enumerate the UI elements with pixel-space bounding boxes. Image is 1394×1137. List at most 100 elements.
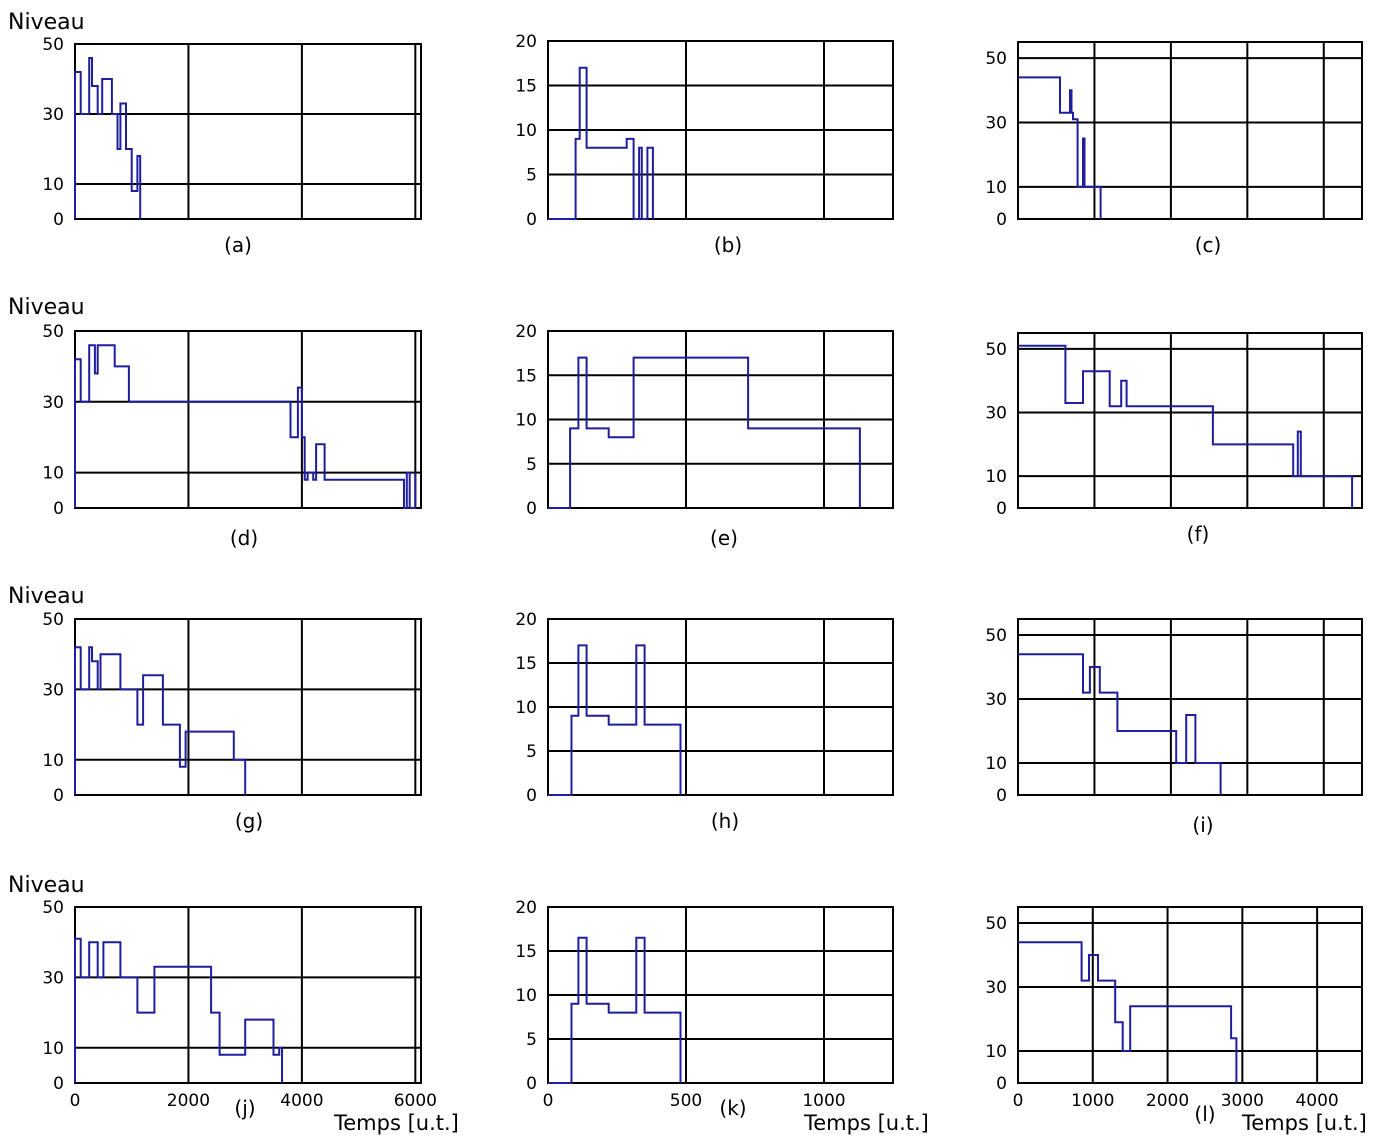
panel-label: (f) [1187, 522, 1210, 546]
y-tick-label: 0 [53, 499, 64, 519]
y-tick-label: 50 [985, 626, 1007, 646]
x-tick-label: 4000 [280, 1091, 323, 1111]
series-line [74, 646, 247, 795]
y-tick-label: 10 [42, 464, 64, 484]
plot-frame [74, 330, 422, 509]
y-tick-label: 50 [985, 340, 1007, 360]
y-tick-label: 0 [996, 786, 1007, 806]
y-axis-title: Niveau [8, 295, 85, 320]
series-line [548, 936, 682, 1084]
y-tick-label: 10 [42, 175, 64, 195]
x-tick-label: 0 [70, 1091, 81, 1111]
y-tick-label: 0 [526, 499, 537, 519]
y-tick-label: 10 [515, 698, 537, 718]
y-tick-label: 0 [526, 786, 537, 806]
y-tick-label: 0 [996, 499, 1007, 519]
y-tick-label: 0 [53, 210, 64, 230]
y-tick-label: 30 [985, 113, 1007, 133]
panel-label: (g) [235, 809, 263, 833]
y-tick-label: 20 [515, 610, 537, 630]
y-tick-label: 10 [515, 411, 537, 431]
panel-label: (c) [1195, 233, 1222, 257]
series-line [1018, 941, 1238, 1083]
series-line [1018, 344, 1354, 508]
y-tick-label: 15 [515, 77, 537, 97]
series-line [548, 356, 861, 509]
y-tick-label: 50 [42, 898, 64, 918]
y-tick-label: 30 [42, 680, 64, 700]
plot-frame [547, 618, 894, 796]
series-line [1018, 76, 1102, 219]
x-tick-label: 0 [1013, 1091, 1024, 1111]
x-tick-label: 0 [543, 1091, 554, 1111]
series-line [548, 66, 654, 220]
y-tick-label: 10 [515, 121, 537, 141]
plot-frame [74, 906, 422, 1084]
panel-label: (e) [710, 526, 738, 550]
y-tick-label: 30 [985, 978, 1007, 998]
x-tick-label: 6000 [394, 1091, 437, 1111]
plot-frame [547, 906, 894, 1084]
x-axis-title: Temps [u.t.] [1241, 1111, 1367, 1135]
y-tick-label: 0 [526, 210, 537, 230]
y-tick-label: 10 [985, 467, 1007, 487]
y-tick-label: 50 [42, 610, 64, 630]
y-tick-label: 10 [42, 751, 64, 771]
panel-label: (b) [714, 233, 742, 257]
y-tick-label: 50 [42, 322, 64, 342]
y-axis-title: Niveau [8, 584, 85, 609]
y-tick-label: 15 [515, 654, 537, 674]
x-tick-label: 4000 [1295, 1091, 1338, 1111]
y-tick-label: 50 [985, 914, 1007, 934]
panel-label: (d) [230, 526, 258, 550]
y-tick-label: 0 [996, 210, 1007, 230]
y-tick-label: 50 [985, 49, 1007, 69]
y-tick-label: 30 [42, 968, 64, 988]
panel-label: (i) [1192, 813, 1213, 837]
panel-label: (k) [719, 1096, 746, 1120]
y-tick-label: 15 [515, 366, 537, 386]
plot-frame [1017, 906, 1363, 1084]
y-tick-label: 10 [515, 986, 537, 1006]
y-tick-label: 0 [526, 1074, 537, 1094]
y-tick-label: 5 [526, 742, 537, 762]
y-tick-label: 0 [53, 786, 64, 806]
y-tick-label: 10 [985, 1042, 1007, 1062]
y-tick-label: 30 [985, 690, 1007, 710]
y-tick-label: 5 [526, 455, 537, 475]
plot-frame [547, 40, 894, 220]
y-tick-label: 5 [526, 1030, 537, 1050]
y-tick-label: 50 [42, 35, 64, 55]
y-tick-label: 0 [996, 1074, 1007, 1094]
panel-label: (l) [1194, 1102, 1215, 1126]
y-tick-label: 15 [515, 942, 537, 962]
x-tick-label: 2000 [167, 1091, 210, 1111]
series-line [1018, 653, 1222, 795]
x-tick-label: 1000 [802, 1091, 845, 1111]
x-tick-label: 1000 [1071, 1091, 1114, 1111]
y-tick-label: 30 [42, 393, 64, 413]
series-line [74, 937, 283, 1083]
series-line [74, 57, 142, 219]
plot-frame [74, 618, 422, 796]
y-tick-label: 30 [42, 105, 64, 125]
x-axis-title: Temps [u.t.] [803, 1111, 929, 1135]
y-tick-label: 0 [53, 1074, 64, 1094]
y-tick-label: 10 [985, 178, 1007, 198]
y-tick-label: 20 [515, 898, 537, 918]
panel-label: (h) [711, 809, 739, 833]
panel-label: (a) [224, 233, 252, 257]
plot-frame [1017, 618, 1363, 796]
x-tick-label: 500 [670, 1091, 702, 1111]
plot-frame [1017, 41, 1363, 220]
plot-frame [1017, 332, 1363, 509]
y-tick-label: 30 [985, 404, 1007, 424]
x-axis-title: Temps [u.t.] [333, 1111, 459, 1135]
series-line [548, 644, 682, 796]
y-tick-label: 10 [985, 754, 1007, 774]
x-tick-label: 3000 [1221, 1091, 1264, 1111]
plot-frame [547, 330, 894, 509]
y-tick-label: 20 [515, 322, 537, 342]
y-tick-label: 20 [515, 32, 537, 52]
